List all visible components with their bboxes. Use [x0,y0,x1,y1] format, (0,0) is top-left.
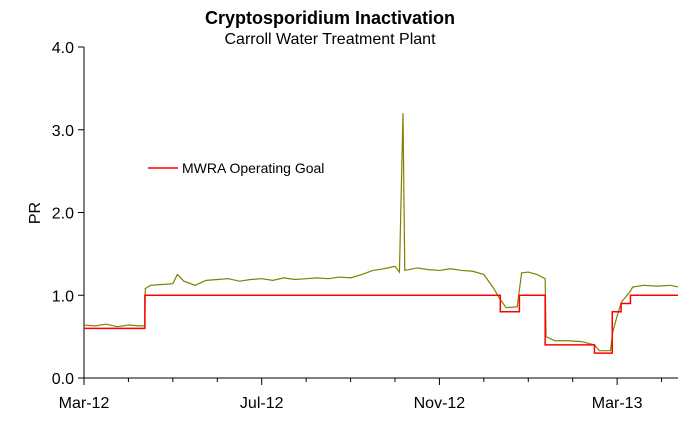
y-tick-label: 1.0 [52,288,74,305]
y-tick-label: 2.0 [52,206,74,223]
chart-subtitle: Carroll Water Treatment Plant [224,31,436,48]
data-line [83,113,679,352]
y-tick-label: 4.0 [52,40,74,57]
data-line [84,294,678,354]
y-tick-label: 3.0 [52,123,74,140]
y-tick-label: 0.0 [52,371,74,388]
x-tick-label: Mar-12 [59,395,110,412]
legend-label: MWRA Operating Goal [182,160,324,176]
x-tick-label: Jul-12 [240,395,284,412]
y-axis-label: PR [27,202,44,224]
x-tick-label: Mar-13 [592,395,643,412]
x-tick-label: Nov-12 [414,395,466,412]
chart-title: Cryptosporidium Inactivation [205,8,455,28]
